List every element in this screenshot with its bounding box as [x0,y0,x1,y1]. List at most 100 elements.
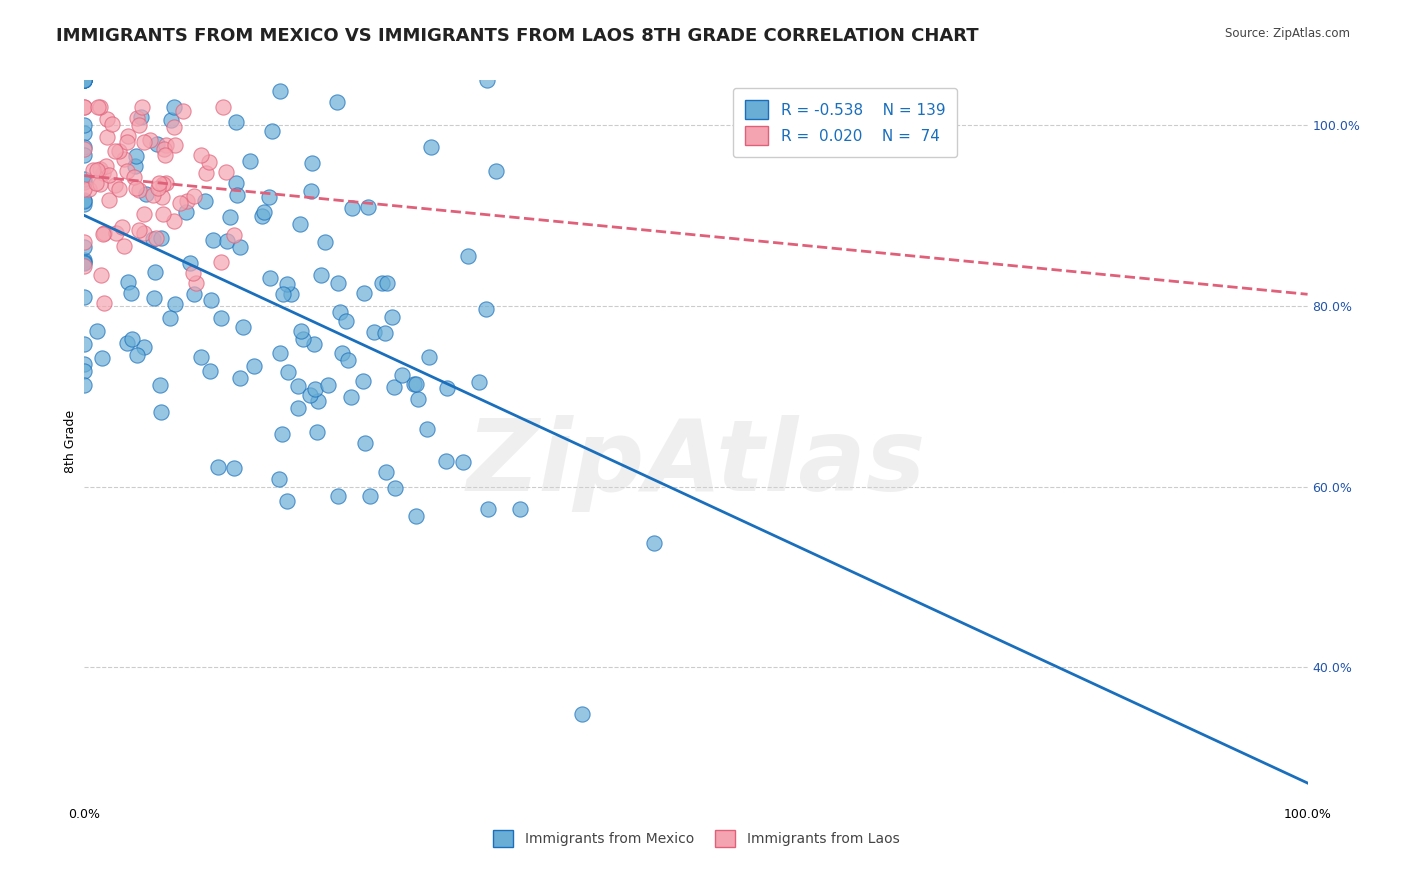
Point [110,220,132,235]
Point [262,124,284,138]
Point [159,112,181,127]
Point [299,184,322,198]
Point [90,268,112,282]
Point [307,393,329,408]
Point [298,388,321,402]
Point [73,73,96,87]
Point [287,401,309,415]
Point [186,276,208,290]
Point [86,163,108,178]
Point [198,364,221,378]
Point [163,214,186,228]
Point [225,188,247,202]
Point [475,301,498,316]
Point [73,253,96,268]
Point [73,235,96,249]
Point [73,147,96,161]
Point [457,249,479,263]
Point [129,110,152,124]
Point [73,256,96,270]
Point [124,181,146,195]
Point [132,207,155,221]
Point [271,286,294,301]
Point [467,375,489,389]
Point [132,340,155,354]
Point [183,189,205,203]
Point [302,337,325,351]
Point [340,390,363,404]
Point [207,459,229,474]
Point [276,494,298,508]
Point [97,168,120,182]
Legend: Immigrants from Mexico, Immigrants from Laos: Immigrants from Mexico, Immigrants from … [485,822,907,854]
Point [434,454,457,468]
Y-axis label: 8th Grade: 8th Grade [65,410,77,473]
Text: ZipAtlas: ZipAtlas [467,415,925,512]
Point [114,239,136,253]
Point [128,118,150,132]
Point [86,100,108,114]
Point [165,297,187,311]
Point [359,489,381,503]
Point [311,268,333,282]
Point [132,227,155,241]
Point [120,286,142,301]
Point [101,117,124,131]
Point [391,368,413,382]
Point [225,177,247,191]
Point [112,152,135,166]
Point [419,140,441,154]
Point [169,196,191,211]
Point [194,166,217,180]
Point [124,159,146,173]
Point [73,73,96,87]
Point [292,332,315,346]
Point [152,206,174,220]
Point [363,325,385,339]
Point [643,535,665,549]
Point [276,277,298,292]
Point [405,508,427,523]
Point [73,73,96,87]
Point [73,193,96,207]
Point [150,231,173,245]
Point [332,346,354,360]
Point [89,100,111,114]
Point [305,425,328,439]
Point [115,336,138,351]
Point [229,370,252,384]
Point [276,366,298,380]
Point [135,187,157,202]
Point [143,265,166,279]
Point [176,194,198,209]
Point [211,100,233,114]
Point [73,363,96,377]
Point [375,466,398,480]
Point [117,164,139,178]
Point [73,197,96,211]
Point [146,180,169,194]
Point [103,178,125,192]
Point [73,259,96,273]
Point [96,159,118,173]
Point [404,376,426,391]
Point [269,84,291,98]
Point [108,145,131,159]
Point [252,204,274,219]
Point [214,165,236,179]
Point [418,350,440,364]
Point [181,266,204,280]
Point [89,177,111,191]
Point [96,129,118,144]
Point [336,352,359,367]
Point [142,291,165,305]
Point [128,223,150,237]
Point [475,73,498,87]
Point [215,234,238,248]
Point [371,277,394,291]
Point [148,176,170,190]
Point [375,276,398,290]
Point [318,377,340,392]
Point [225,114,247,128]
Point [73,378,96,392]
